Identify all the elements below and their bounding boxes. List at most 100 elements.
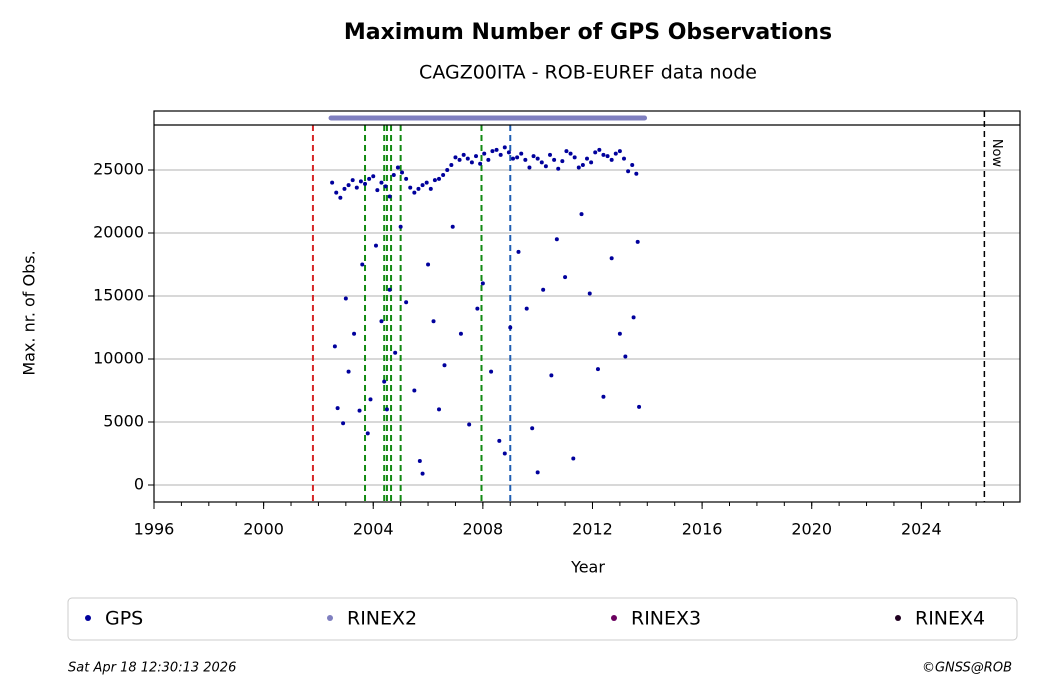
- data-point: [424, 180, 429, 185]
- data-point: [354, 185, 359, 190]
- data-point: [630, 162, 635, 167]
- credit: ©GNSS@ROB: [922, 661, 1012, 676]
- data-point: [549, 373, 554, 378]
- data-point: [404, 176, 409, 181]
- data-point: [579, 212, 584, 217]
- data-point: [502, 145, 507, 150]
- data-point: [467, 422, 472, 427]
- data-point: [428, 186, 433, 191]
- data-point: [564, 149, 569, 154]
- data-point: [502, 451, 507, 456]
- data-point: [595, 367, 600, 372]
- data-point: [461, 152, 466, 157]
- data-point: [601, 152, 606, 157]
- data-point: [367, 176, 372, 181]
- data-point: [515, 155, 520, 160]
- data-point: [342, 186, 347, 191]
- data-point: [363, 181, 368, 186]
- data-point: [482, 151, 487, 156]
- y-tick-label: 25000: [93, 159, 144, 178]
- data-point: [441, 173, 446, 178]
- data-point: [621, 156, 626, 161]
- data-point: [457, 157, 462, 162]
- data-point: [375, 188, 380, 193]
- data-point: [535, 470, 540, 475]
- y-tick-label: 15000: [93, 285, 144, 304]
- timestamp: Sat Apr 18 12:30:13 2026: [68, 661, 236, 676]
- data-point: [637, 404, 642, 409]
- data-point: [609, 256, 614, 261]
- x-tick-label: 1996: [134, 520, 175, 539]
- data-point: [560, 159, 565, 164]
- x-tick-label: 2016: [682, 520, 723, 539]
- data-point: [382, 379, 387, 384]
- data-point: [416, 186, 421, 191]
- data-point: [404, 300, 409, 305]
- data-point: [543, 164, 548, 169]
- data-point: [617, 149, 622, 154]
- data-point: [576, 165, 581, 170]
- y-tick-label: 0: [134, 475, 144, 494]
- data-point: [343, 296, 348, 301]
- data-point: [524, 306, 529, 311]
- data-point: [426, 262, 431, 267]
- data-point: [531, 154, 536, 159]
- x-tick-label: 2004: [353, 520, 394, 539]
- data-point: [346, 369, 351, 374]
- data-point: [478, 161, 483, 166]
- now-label: Now: [989, 139, 1004, 168]
- data-point: [506, 150, 511, 155]
- legend-label: RINEX2: [347, 608, 417, 630]
- legend-marker: [327, 615, 333, 621]
- data-point: [458, 331, 463, 336]
- data-point: [330, 180, 335, 185]
- x-tick-label: 2020: [791, 520, 832, 539]
- data-point: [387, 287, 392, 292]
- data-point: [489, 369, 494, 374]
- data-point: [384, 407, 389, 412]
- y-tick-label: 10000: [93, 348, 144, 367]
- chart-title: Maximum Number of GPS Observations: [344, 20, 832, 45]
- data-point: [365, 431, 370, 436]
- data-point: [635, 239, 640, 244]
- data-point: [412, 388, 417, 393]
- data-point: [498, 152, 503, 157]
- data-point: [548, 152, 553, 157]
- data-point: [535, 156, 540, 161]
- data-point: [357, 408, 362, 413]
- data-point: [431, 319, 436, 324]
- data-point: [571, 456, 576, 461]
- data-point: [432, 178, 437, 183]
- data-point: [360, 262, 365, 267]
- data-point: [605, 154, 610, 159]
- data-point: [631, 315, 636, 320]
- data-point: [379, 180, 384, 185]
- x-axis-label: Year: [570, 558, 605, 577]
- legend-label: RINEX4: [915, 608, 985, 630]
- x-tick-label: 2000: [243, 520, 284, 539]
- x-tick-label: 2008: [463, 520, 504, 539]
- data-point: [474, 154, 479, 159]
- data-point: [465, 156, 470, 161]
- data-point: [601, 394, 606, 399]
- data-point: [341, 421, 346, 426]
- data-point: [572, 155, 577, 160]
- x-tick-label: 2024: [901, 520, 942, 539]
- data-point: [358, 179, 363, 184]
- chart-subtitle: CAGZ00ITA - ROB-EUREF data node: [419, 62, 757, 84]
- data-point: [541, 287, 546, 292]
- data-point: [516, 249, 521, 254]
- data-point: [391, 173, 396, 178]
- data-point: [585, 156, 589, 161]
- data-point: [371, 174, 376, 179]
- data-point: [383, 184, 388, 189]
- data-point: [338, 195, 343, 200]
- data-point: [609, 157, 614, 162]
- y-axis-label: Max. nr. of Obs.: [20, 250, 39, 375]
- y-tick-label: 20000: [93, 222, 144, 241]
- data-point: [346, 183, 351, 188]
- data-point: [623, 354, 628, 359]
- data-point: [437, 176, 442, 181]
- data-point: [387, 194, 392, 199]
